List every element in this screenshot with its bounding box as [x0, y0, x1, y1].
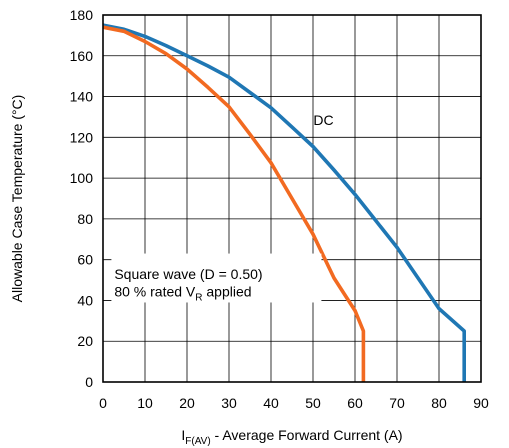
x-tick-label-30: 30 [221, 395, 237, 411]
x-tick-label-50: 50 [305, 395, 321, 411]
y-tick-label-140: 140 [70, 89, 94, 105]
rated-vr-prefix: 80 % rated V [114, 283, 196, 299]
y-tick-label-160: 160 [70, 48, 94, 64]
y-tick-label-20: 20 [77, 333, 93, 349]
x-tick-label-60: 60 [347, 395, 363, 411]
y-tick-label-180: 180 [70, 7, 94, 23]
series-line-square-wave [102, 25, 366, 382]
plot-frame [102, 14, 482, 383]
y-tick-label-60: 60 [77, 252, 93, 268]
x-axis-title-rest: - Average Forward Current (A) [211, 427, 403, 443]
x-tick-label-0: 0 [99, 395, 107, 411]
annotation-background [111, 253, 322, 303]
y-tick-label-40: 40 [77, 292, 93, 308]
x-axis-title: IF(AV) - Average Forward Current (A) [181, 427, 402, 447]
x-axis-title-subscript: F(AV) [185, 436, 210, 447]
x-tick-label-70: 70 [389, 395, 405, 411]
dc-label: DC [313, 112, 333, 128]
rated-vr-suffix: applied [203, 283, 252, 299]
x-tick-label-40: 40 [263, 395, 279, 411]
y-tick-labels: 0 20 40 60 80 100 120 140 160 180 [70, 7, 94, 390]
y-axis-title: Allowable Case Temperature (°C) [9, 95, 25, 303]
square-wave-label: Square wave (D = 0.50) [114, 266, 262, 282]
y-tick-label-120: 120 [70, 129, 94, 145]
rated-vr-label: 80 % rated VR applied [114, 283, 251, 303]
rated-vr-subscript: R [195, 292, 202, 303]
series-line-dc [102, 23, 467, 382]
x-tick-label-20: 20 [179, 395, 195, 411]
x-tick-labels: 0 10 20 30 40 50 60 70 80 90 [99, 395, 489, 411]
y-tick-label-0: 0 [85, 374, 93, 390]
y-tick-label-100: 100 [70, 170, 94, 186]
y-tick-label-80: 80 [77, 211, 93, 227]
x-tick-label-10: 10 [137, 395, 153, 411]
square-wave-annotation: Square wave (D = 0.50) 80 % rated VR app… [111, 253, 322, 303]
x-axis-title-main: I [181, 427, 185, 443]
x-tick-label-80: 80 [431, 395, 447, 411]
x-tick-label-90: 90 [473, 395, 489, 411]
series-lines [102, 23, 467, 382]
